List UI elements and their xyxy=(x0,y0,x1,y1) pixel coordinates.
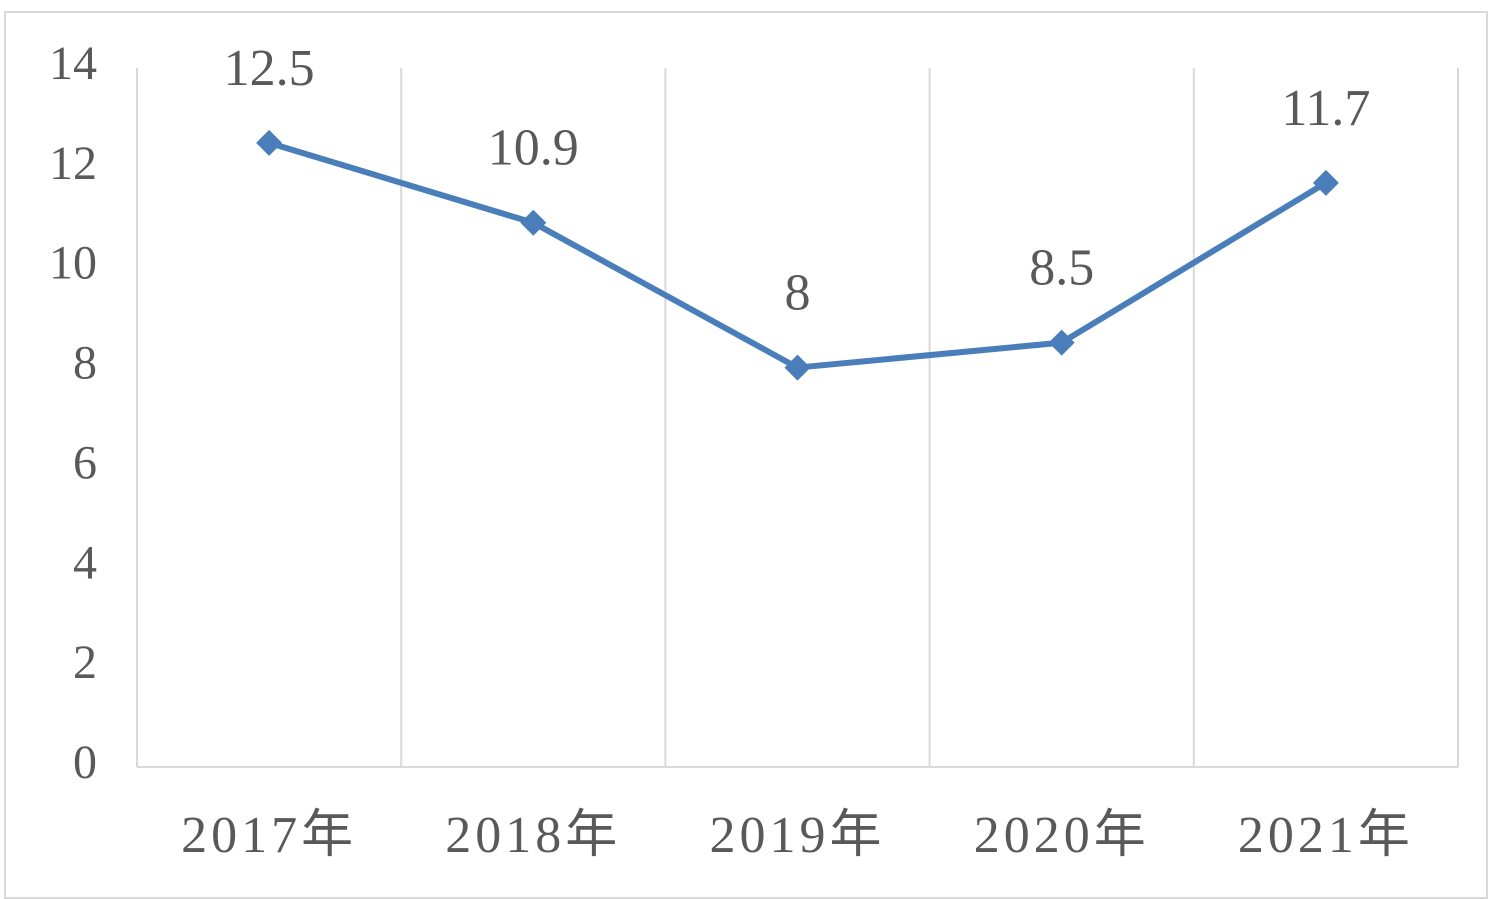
marker xyxy=(784,354,811,381)
data-label: 8 xyxy=(785,265,811,322)
x-tick-label: 2020年 xyxy=(974,807,1150,864)
marker xyxy=(1312,169,1339,196)
y-tick-label: 8 xyxy=(73,337,97,390)
marker xyxy=(520,209,547,236)
data-label: 10.9 xyxy=(488,120,579,177)
marker xyxy=(1048,329,1075,356)
y-tick-label: 6 xyxy=(73,436,97,489)
data-label: 11.7 xyxy=(1281,80,1370,137)
y-tick-label: 12 xyxy=(49,137,97,190)
y-tick-label: 14 xyxy=(49,37,97,90)
y-tick-label: 0 xyxy=(73,736,97,789)
x-tick-label: 2019年 xyxy=(709,807,885,864)
y-tick-label: 4 xyxy=(73,536,97,589)
marker xyxy=(256,129,283,156)
y-tick-label: 2 xyxy=(73,636,97,689)
data-label: 8.5 xyxy=(1029,240,1094,297)
x-tick-label: 2018年 xyxy=(445,807,621,864)
x-tick-label: 2021年 xyxy=(1238,807,1414,864)
data-label: 12.5 xyxy=(224,40,315,97)
x-tick-label: 2017年 xyxy=(181,807,357,864)
y-tick-label: 10 xyxy=(49,237,97,290)
chart-border xyxy=(4,11,1488,899)
